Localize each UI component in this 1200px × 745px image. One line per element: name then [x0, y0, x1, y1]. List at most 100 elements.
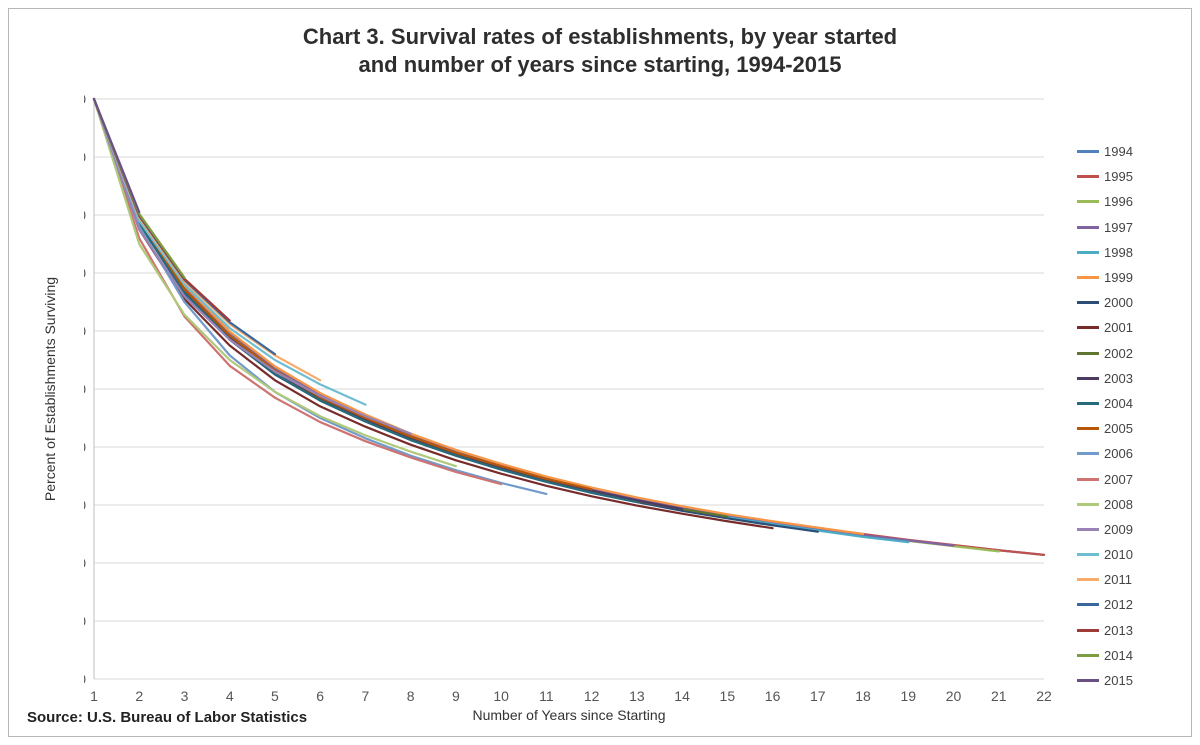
- legend-swatch: [1077, 629, 1099, 632]
- legend-item-1996: 1996: [1077, 189, 1133, 214]
- y-tick-label: 80: [84, 207, 86, 223]
- legend-swatch: [1077, 326, 1099, 329]
- legend-item-2012: 2012: [1077, 592, 1133, 617]
- y-tick-label: 60: [84, 323, 86, 339]
- legend-swatch: [1077, 603, 1099, 606]
- y-tick-label: 70: [84, 265, 86, 281]
- legend-label: 2008: [1104, 497, 1133, 512]
- legend-item-2011: 2011: [1077, 567, 1133, 592]
- legend-label: 2003: [1104, 371, 1133, 386]
- legend: 1994 1995 1996 1997 1998 1999 2000 2001 2002 2003…: [1077, 139, 1133, 693]
- x-tick-label: 4: [226, 688, 234, 704]
- y-tick-label: 0: [84, 671, 86, 687]
- x-tick-label: 2: [135, 688, 143, 704]
- legend-item-2013: 2013: [1077, 618, 1133, 643]
- x-tick-label: 8: [407, 688, 415, 704]
- legend-item-2008: 2008: [1077, 492, 1133, 517]
- legend-item-2007: 2007: [1077, 466, 1133, 491]
- legend-swatch: [1077, 402, 1099, 405]
- legend-label: 2012: [1104, 597, 1133, 612]
- legend-swatch: [1077, 427, 1099, 430]
- legend-label: 2009: [1104, 522, 1133, 537]
- x-tick-label: 21: [991, 688, 1007, 704]
- legend-swatch: [1077, 251, 1099, 254]
- legend-swatch: [1077, 301, 1099, 304]
- legend-swatch: [1077, 478, 1099, 481]
- legend-item-2001: 2001: [1077, 315, 1133, 340]
- legend-item-2004: 2004: [1077, 391, 1133, 416]
- series-line-2006: [94, 99, 546, 494]
- legend-item-2010: 2010: [1077, 542, 1133, 567]
- x-tick-label: 19: [900, 688, 916, 704]
- legend-swatch: [1077, 654, 1099, 657]
- legend-swatch: [1077, 503, 1099, 506]
- legend-swatch: [1077, 200, 1099, 203]
- legend-swatch: [1077, 352, 1099, 355]
- x-tick-label: 6: [316, 688, 324, 704]
- x-tick-label: 16: [765, 688, 781, 704]
- x-tick-label: 14: [674, 688, 690, 704]
- y-tick-label: 20: [84, 555, 86, 571]
- x-tick-label: 20: [946, 688, 962, 704]
- legend-swatch: [1077, 276, 1099, 279]
- legend-swatch: [1077, 377, 1099, 380]
- y-axis-label: Percent of Establishments Surviving: [42, 99, 58, 679]
- chart-frame: Chart 3. Survival rates of establishment…: [8, 8, 1192, 737]
- legend-swatch: [1077, 226, 1099, 229]
- series-line-2013: [94, 99, 230, 321]
- chart-title-line-1: Chart 3. Survival rates of establishment…: [9, 23, 1191, 51]
- chart-title: Chart 3. Survival rates of establishment…: [9, 23, 1191, 78]
- legend-label: 2014: [1104, 648, 1133, 663]
- legend-item-2015: 2015: [1077, 668, 1133, 693]
- legend-label: 2005: [1104, 421, 1133, 436]
- legend-swatch: [1077, 150, 1099, 153]
- legend-item-2006: 2006: [1077, 441, 1133, 466]
- x-tick-label: 10: [493, 688, 509, 704]
- series-line-2008: [94, 99, 456, 466]
- y-tick-label: 10: [84, 613, 86, 629]
- legend-label: 1997: [1104, 220, 1133, 235]
- series-line-2014: [94, 99, 184, 278]
- legend-item-2014: 2014: [1077, 643, 1133, 668]
- x-tick-label: 15: [720, 688, 736, 704]
- legend-label: 1998: [1104, 245, 1133, 260]
- legend-item-2000: 2000: [1077, 290, 1133, 315]
- legend-label: 2000: [1104, 295, 1133, 310]
- legend-label: 2002: [1104, 346, 1133, 361]
- chart-plot-area: 0102030405060708090100123456789101112131…: [84, 89, 1094, 729]
- legend-label: 1996: [1104, 194, 1133, 209]
- legend-swatch: [1077, 528, 1099, 531]
- legend-item-2005: 2005: [1077, 416, 1133, 441]
- x-tick-label: 12: [584, 688, 600, 704]
- legend-item-1997: 1997: [1077, 215, 1133, 240]
- legend-label: 2006: [1104, 446, 1133, 461]
- legend-label: 2011: [1104, 572, 1132, 587]
- legend-item-2009: 2009: [1077, 517, 1133, 542]
- legend-item-1999: 1999: [1077, 265, 1133, 290]
- legend-swatch: [1077, 553, 1099, 556]
- legend-item-2002: 2002: [1077, 341, 1133, 366]
- legend-label: 2007: [1104, 472, 1133, 487]
- x-tick-label: 13: [629, 688, 645, 704]
- legend-item-2003: 2003: [1077, 366, 1133, 391]
- x-tick-label: 22: [1036, 688, 1052, 704]
- legend-swatch: [1077, 679, 1099, 682]
- legend-label: 2001: [1104, 320, 1133, 335]
- y-tick-label: 30: [84, 497, 86, 513]
- legend-label: 2013: [1104, 623, 1133, 638]
- legend-label: 1999: [1104, 270, 1133, 285]
- y-tick-label: 40: [84, 439, 86, 455]
- legend-label: 1995: [1104, 169, 1133, 184]
- x-tick-label: 5: [271, 688, 279, 704]
- legend-label: 1994: [1104, 144, 1133, 159]
- chart-title-line-2: and number of years since starting, 1994…: [9, 51, 1191, 79]
- legend-swatch: [1077, 452, 1099, 455]
- legend-item-1998: 1998: [1077, 240, 1133, 265]
- legend-label: 2015: [1104, 673, 1133, 688]
- legend-item-1995: 1995: [1077, 164, 1133, 189]
- x-tick-label: 18: [855, 688, 871, 704]
- legend-label: 2010: [1104, 547, 1133, 562]
- series-line-2015: [94, 99, 139, 212]
- x-tick-label: 17: [810, 688, 826, 704]
- y-tick-label: 90: [84, 149, 86, 165]
